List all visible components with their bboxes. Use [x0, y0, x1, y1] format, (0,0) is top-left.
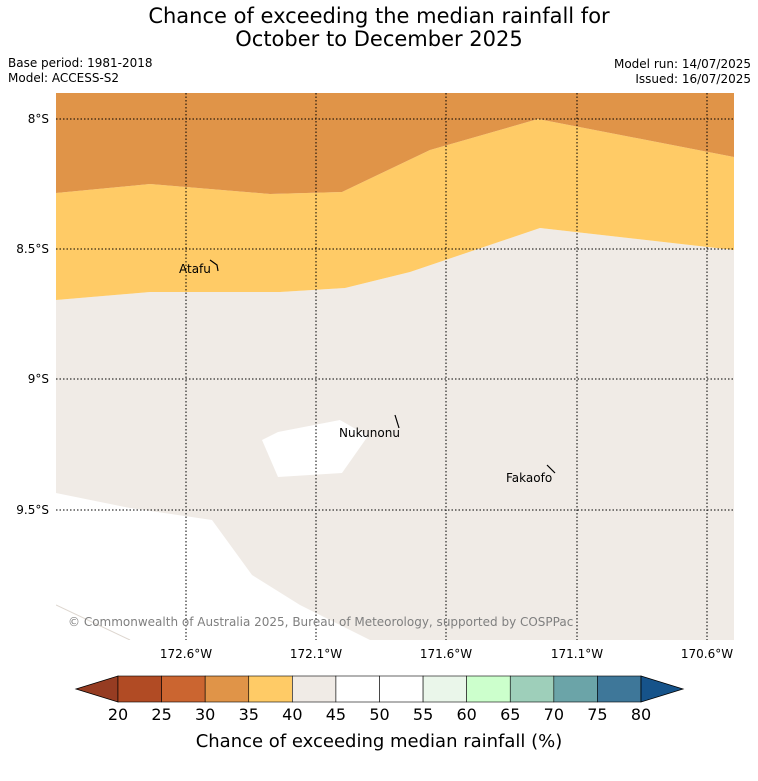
colorbar-cell	[422, 675, 467, 703]
colorbar-cell	[161, 675, 206, 703]
lon-label-171-1: 171.1°W	[551, 647, 603, 661]
colorbar-tick-label: 30	[195, 705, 215, 724]
colorbar-tick-label: 50	[369, 705, 389, 724]
colorbar-tick-label: 70	[544, 705, 564, 724]
lat-axis-labels: 8°S 8.5°S 9°S 9.5°S	[16, 112, 49, 517]
base-period-label: Base period: 1981-2018	[8, 56, 153, 70]
lat-label-9-5: 9.5°S	[16, 503, 49, 517]
region-35-40	[56, 119, 734, 300]
colorbar-tick-label: 55	[413, 705, 433, 724]
colorbar-low-extend	[74, 675, 119, 703]
place-label-atafu: Atafu	[179, 262, 211, 276]
colorbar-cell	[553, 675, 598, 703]
grid-lines	[56, 93, 734, 640]
region-25-30	[56, 93, 734, 194]
place-label-nukunonu: Nukunonu	[339, 426, 400, 440]
colorbar-cell	[248, 675, 293, 703]
colorbar-cell	[204, 675, 250, 703]
colorbar-tick-label: 60	[456, 705, 476, 724]
colorbar-cell	[117, 675, 162, 703]
coast-edge	[56, 604, 131, 640]
colorbar-cell	[379, 675, 424, 703]
map-title: Chance of exceeding the median rainfall …	[0, 5, 758, 51]
colorbar: 20 25 30 35 40 45 50 55 60 65 70 75 80 Chance of exc…	[74, 675, 685, 752]
lon-label-172-1: 172.1°W	[290, 647, 342, 661]
map-area: Atafu Nukunonu Fakaofo © Commonwealth of…	[56, 93, 734, 640]
model-label: Model: ACCESS-S2	[8, 71, 120, 85]
lon-label-171-6: 171.6°W	[420, 647, 472, 661]
meta-right: Model run: 14/07/2025 Issued: 16/07/2025	[614, 57, 751, 87]
atafu-atoll-icon	[209, 259, 219, 272]
title-line-1: Chance of exceeding the median rainfall …	[148, 4, 610, 28]
colorbar-tick-label: 25	[151, 705, 171, 724]
lat-label-8-5: 8.5°S	[16, 242, 49, 256]
colorbar-label: Chance of exceeding median rainfall (%)	[196, 731, 563, 752]
copyright-notice: © Commonwealth of Australia 2025, Bureau…	[68, 615, 573, 629]
colorbar-cell	[292, 675, 337, 703]
lat-label-9: 9°S	[28, 372, 49, 386]
colorbar-tick-label: 75	[587, 705, 607, 724]
colorbar-cell	[466, 675, 511, 703]
nukunonu-atoll-icon	[394, 414, 400, 429]
issued-label: Issued: 16/07/2025	[635, 72, 751, 86]
colorbar-cell	[509, 675, 555, 703]
title-line-2: October to December 2025	[235, 27, 523, 51]
colorbar-tick-label: 40	[282, 705, 302, 724]
lat-label-8: 8°S	[28, 112, 49, 126]
region-45-55-patch	[262, 420, 368, 477]
colorbar-tick-label: 80	[631, 705, 651, 724]
colorbar-high-extend	[640, 675, 685, 703]
colorbar-cell	[597, 675, 642, 703]
place-label-fakaofo: Fakaofo	[506, 471, 552, 485]
atoll-marks	[209, 259, 556, 474]
colorbar-tick-label: 45	[326, 705, 346, 724]
fakaofo-atoll-icon	[546, 464, 556, 474]
colorbar-cell	[335, 675, 380, 703]
colorbar-tick-label: 20	[108, 705, 128, 724]
lon-label-170-6: 170.6°W	[681, 647, 733, 661]
colorbar-tick-label: 35	[239, 705, 259, 724]
region-40-45	[56, 228, 734, 640]
meta-left: Base period: 1981-2018 Model: ACCESS-S2	[8, 56, 153, 86]
colorbar-tick-label: 65	[500, 705, 520, 724]
lon-label-172-6: 172.6°W	[160, 647, 212, 661]
model-run-label: Model run: 14/07/2025	[613, 57, 751, 71]
lon-axis-labels: 172.6°W 172.1°W 171.6°W 171.1°W 170.6°W	[160, 647, 733, 661]
